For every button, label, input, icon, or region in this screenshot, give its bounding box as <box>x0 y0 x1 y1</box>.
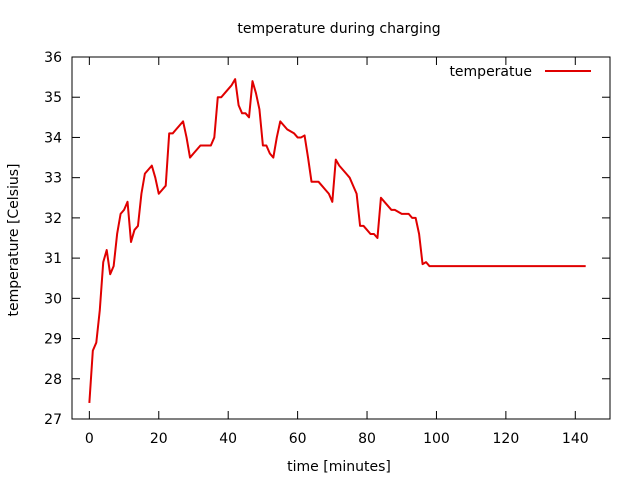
x-tick-label: 80 <box>358 431 376 447</box>
y-tick-label: 36 <box>44 50 62 66</box>
y-tick-label: 34 <box>44 130 62 146</box>
series-line <box>88 78 586 403</box>
y-tick-label: 35 <box>44 90 62 106</box>
y-tick-label: 28 <box>44 372 62 388</box>
plot-area <box>88 78 586 403</box>
x-tick-label: 120 <box>493 431 520 447</box>
x-tick-label: 20 <box>150 431 168 447</box>
y-tick-label: 31 <box>44 251 62 267</box>
chart-title: temperature during charging <box>237 21 440 37</box>
legend: temperatue <box>449 64 591 80</box>
x-tick-label: 60 <box>289 431 307 447</box>
y-tick-label: 32 <box>44 211 62 227</box>
x-tick-label: 0 <box>85 431 94 447</box>
x-axis-label: time [minutes] <box>287 459 391 475</box>
legend-label: temperatue <box>449 64 532 80</box>
y-tick-label: 33 <box>44 171 62 187</box>
y-tick-label: 29 <box>44 332 62 348</box>
x-tick-label: 100 <box>423 431 450 447</box>
x-tick-label: 40 <box>219 431 237 447</box>
x-tick-label: 140 <box>562 431 589 447</box>
y-axis-label: temperature [Celsius] <box>6 163 22 316</box>
plot-frame <box>71 56 611 420</box>
y-tick-label: 27 <box>44 412 62 428</box>
y-tick-label: 30 <box>44 291 62 307</box>
axes: 0 20 40 60 80 100 120 140 27 28 29 30 31 32 33 34 35 36 <box>44 50 611 447</box>
